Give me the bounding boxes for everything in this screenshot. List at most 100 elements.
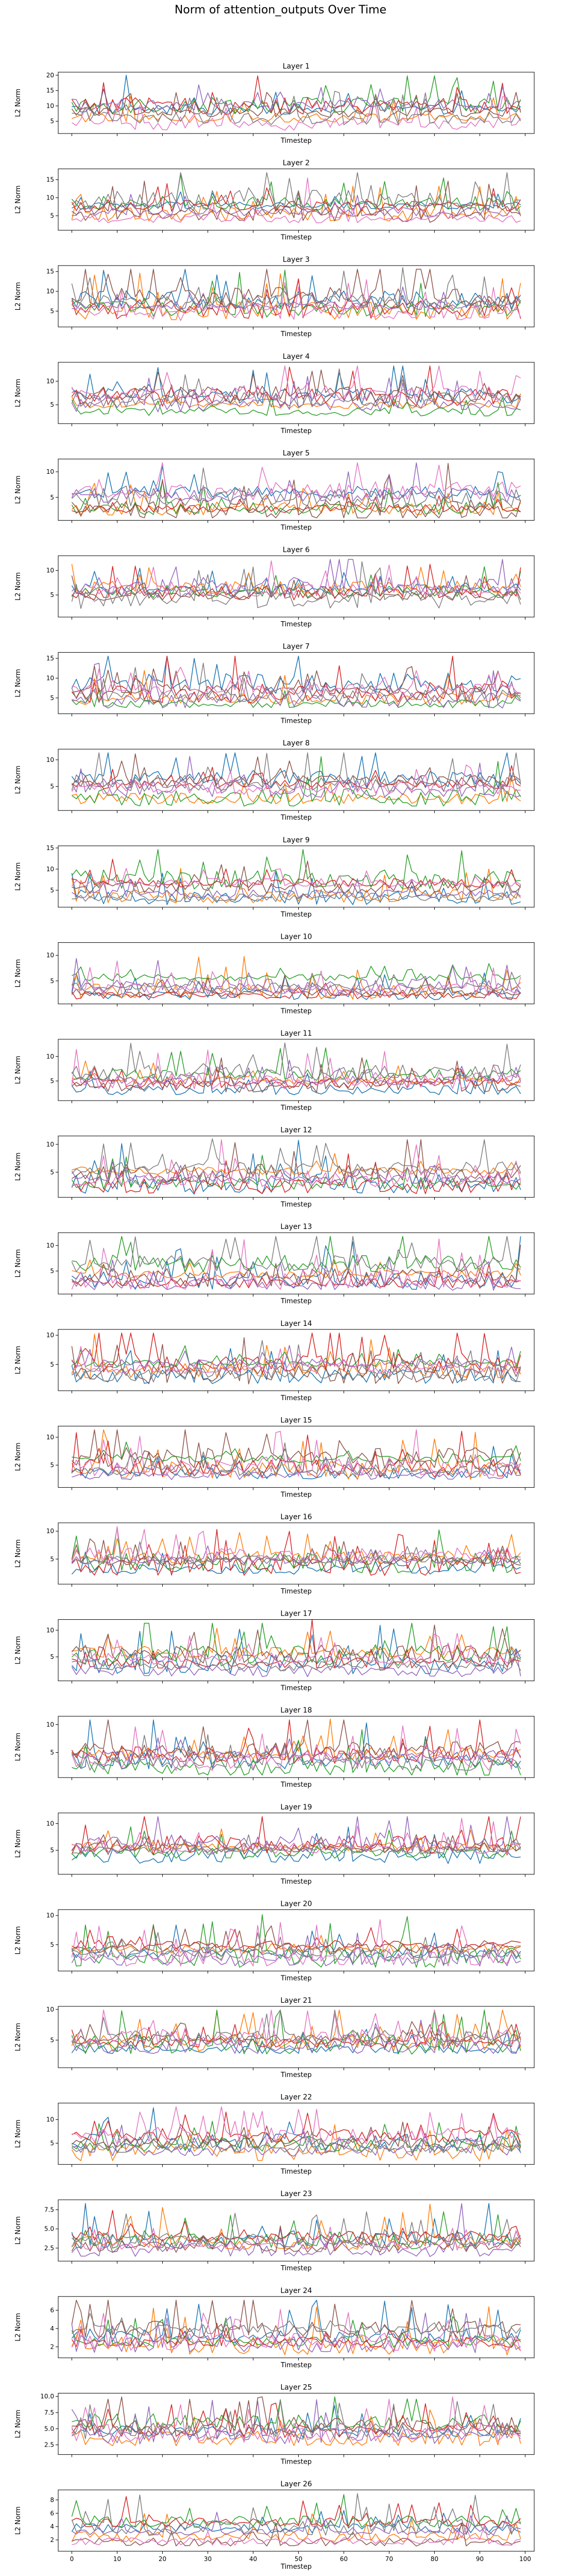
series-line (71, 1834, 521, 1853)
series-line (71, 75, 521, 114)
series-line (71, 2211, 521, 2248)
series-line (71, 270, 521, 318)
layer-title: Layer 13 (280, 1223, 312, 1231)
y-tick-label: 5 (50, 494, 54, 501)
series-line (71, 662, 521, 703)
series-line (72, 84, 521, 111)
layer-panel: Layer 6 5 10 L2 Norm Timestep (14, 546, 535, 628)
y-tick-label: 10 (46, 1434, 54, 1441)
series-line (71, 1625, 521, 1674)
series-line (71, 1734, 521, 1771)
series-line (71, 1337, 521, 1385)
y-tick-label: 7.5 (44, 2409, 54, 2416)
series-line (71, 1624, 521, 1664)
layer-title: Layer 18 (280, 1706, 312, 1715)
y-axis-label: L2 Norm (14, 2313, 22, 2341)
series-line (71, 1049, 521, 1089)
y-axis-label: L2 Norm (14, 89, 22, 117)
y-tick-label: 5 (50, 212, 54, 220)
series-line (71, 180, 521, 223)
series-line (71, 655, 521, 694)
x-axis-label: Timestep (280, 2168, 312, 2176)
layer-panel: Layer 5 5 10 L2 Norm Timestep (14, 449, 535, 531)
axes-frame (58, 1522, 535, 1585)
series-line (72, 1633, 521, 1666)
y-axis-label: L2 Norm (14, 862, 22, 891)
series-line (71, 2121, 521, 2149)
series-line (72, 177, 521, 224)
layer-panel: Layer 12 5 10 L2 Norm Timestep (14, 1126, 535, 1209)
series-line (71, 1719, 521, 1764)
y-axis-label: L2 Norm (14, 2023, 22, 2051)
layer-panel: Layer 10 5 10 L2 Norm Timestep (14, 933, 535, 1015)
y-tick-label: 2 (50, 2536, 54, 2544)
series-line (72, 880, 521, 902)
layer-panel: Layer 13 5 10 L2 Norm Timestep (14, 1223, 535, 1305)
series-line (71, 2306, 521, 2355)
series-line (72, 466, 521, 499)
series-line (71, 2009, 521, 2046)
axes-frame (58, 1909, 535, 1971)
y-axis-label: L2 Norm (14, 1830, 22, 1858)
x-tick-label: 90 (476, 2555, 484, 2563)
series-line (71, 96, 521, 131)
y-tick-label: 10 (46, 288, 54, 295)
series-line (71, 1161, 521, 1184)
layer-title: Layer 20 (280, 1900, 312, 1908)
layer-panel: Layer 1 5 10 15 20 L2 Norm Timestep (14, 62, 535, 145)
series-line (72, 1541, 521, 1565)
axes-frame (58, 845, 535, 908)
series-line (72, 1737, 521, 1761)
series-line (71, 2396, 521, 2444)
series-line (72, 2396, 521, 2435)
x-axis-label: Timestep (280, 1201, 312, 1209)
series-line (71, 172, 521, 210)
axes-frame (58, 72, 535, 134)
layer-panel: Layer 26 2 4 6 8 L2 Norm 0 10 20 30 40 50 60 70 80 90 10… (14, 2480, 535, 2571)
x-axis-label: Timestep (280, 330, 312, 338)
series-line (71, 868, 521, 887)
series-line (71, 1718, 521, 1760)
y-tick-label: 5 (50, 2036, 54, 2043)
layer-title: Layer 4 (283, 353, 310, 361)
series-line (72, 960, 521, 997)
series-line (72, 1236, 521, 1272)
layer-title: Layer 24 (280, 2287, 312, 2295)
series-line (71, 396, 521, 417)
axes-frame (58, 1716, 535, 1778)
layer-panel: Layer 22 5 10 L2 Norm Timestep (14, 2093, 535, 2176)
layer-panel: Layer 20 5 10 L2 Norm Timestep (14, 1900, 535, 1982)
axes-frame (58, 265, 535, 327)
x-axis-label: Timestep (280, 524, 312, 531)
series-line (72, 1153, 521, 1194)
series-line (72, 1627, 521, 1660)
y-axis-label: L2 Norm (14, 1926, 22, 1954)
layer-title: Layer 21 (280, 1997, 312, 2005)
y-tick-label: 5 (50, 118, 54, 125)
series-line (72, 1259, 521, 1279)
layer-panel: Layer 19 5 10 L2 Norm Timestep (14, 1803, 535, 1886)
series-line (71, 2130, 521, 2154)
series-line (72, 1139, 521, 1184)
x-axis-label: Timestep (280, 814, 312, 822)
y-axis-label: L2 Norm (14, 475, 22, 504)
series-line (72, 1719, 521, 1760)
series-line (71, 1816, 521, 1856)
series-line (72, 2496, 521, 2528)
series-line (71, 1429, 521, 1469)
y-axis-label: L2 Norm (14, 2506, 22, 2535)
series-line (71, 365, 521, 402)
x-axis-label: Timestep (280, 2458, 312, 2466)
series-line (71, 1238, 521, 1290)
series-line (71, 1340, 521, 1383)
layer-panel: Layer 24 2 4 6 L2 Norm Timestep (14, 2287, 535, 2369)
y-axis-label: L2 Norm (14, 1636, 22, 1665)
y-tick-label: 10 (46, 1141, 54, 1148)
series-line (72, 1818, 521, 1854)
series-line (71, 2019, 521, 2054)
axes-frame (58, 1619, 535, 1682)
axes-frame (58, 749, 535, 811)
layer-panel: Layer 14 5 10 L2 Norm Timestep (14, 1320, 535, 1402)
y-axis-label: L2 Norm (14, 186, 22, 214)
series-line (72, 2524, 521, 2546)
